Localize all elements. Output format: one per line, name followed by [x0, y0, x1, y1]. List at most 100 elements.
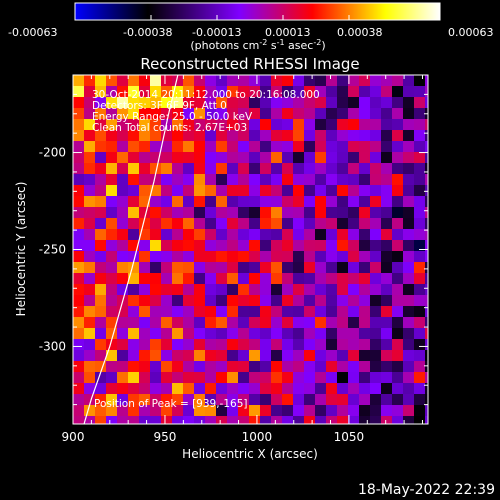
heatmap-cell	[249, 196, 261, 208]
heatmap-cell	[425, 350, 428, 362]
heatmap-cell	[194, 405, 206, 417]
heatmap-cell	[106, 361, 118, 373]
heatmap-cell	[315, 218, 327, 230]
heatmap-cell	[194, 218, 206, 230]
heatmap-cell	[326, 339, 338, 351]
heatmap-cell	[315, 251, 327, 263]
heatmap-cell	[238, 361, 250, 373]
heatmap-cell	[216, 405, 228, 417]
heatmap-cell	[326, 97, 338, 109]
heatmap-cell	[194, 75, 206, 87]
heatmap-cell	[414, 119, 426, 131]
heatmap-cell	[106, 317, 118, 329]
heatmap-cell	[106, 119, 118, 131]
heatmap-cell	[293, 284, 305, 296]
x-tick-label-2: 1000	[242, 430, 273, 444]
heatmap-cell	[95, 229, 107, 241]
heatmap-cell	[337, 185, 349, 197]
heatmap-cell	[205, 284, 217, 296]
heatmap-cell	[172, 317, 184, 329]
heatmap-cell	[117, 306, 129, 318]
heatmap-cell	[150, 328, 162, 340]
heatmap-cell	[425, 97, 428, 109]
heatmap-cell	[326, 152, 338, 164]
heatmap-cell	[315, 141, 327, 153]
heatmap-cell	[304, 174, 316, 186]
heatmap-cell	[194, 317, 206, 329]
heatmap-cell	[315, 361, 327, 373]
heatmap-cell	[150, 273, 162, 285]
heatmap-cell	[95, 108, 107, 120]
heatmap-cell	[359, 240, 371, 252]
heatmap-cell	[260, 163, 272, 175]
heatmap-cell	[315, 97, 327, 109]
heatmap-cell	[128, 295, 140, 307]
heatmap-cell	[216, 394, 228, 406]
heatmap-cell	[128, 130, 140, 142]
heatmap-cell	[403, 229, 415, 241]
heatmap-cell	[359, 350, 371, 362]
heatmap-cell	[194, 229, 206, 241]
heatmap-cell	[249, 394, 261, 406]
heatmap-cell	[304, 339, 316, 351]
heatmap-cell	[381, 108, 393, 120]
heatmap-cell	[249, 141, 261, 153]
heatmap-cell	[139, 130, 151, 142]
heatmap-cell	[205, 229, 217, 241]
heatmap-cell	[359, 141, 371, 153]
heatmap-cell	[183, 174, 195, 186]
heatmap-cell	[161, 251, 173, 263]
heatmap-cell	[139, 405, 151, 417]
chart-title: Reconstructed RHESSI Image	[140, 55, 359, 73]
heatmap-cell	[381, 185, 393, 197]
heatmap-cell	[117, 317, 129, 329]
heatmap-cell	[172, 295, 184, 307]
heatmap-cell	[260, 394, 272, 406]
heatmap-cell	[139, 251, 151, 263]
heatmap-cell	[392, 196, 404, 208]
heatmap-cell	[117, 229, 129, 241]
heatmap-cell	[282, 361, 294, 373]
colorbar-tick-label: 0.00013	[265, 26, 311, 39]
heatmap-cell	[106, 207, 118, 219]
heatmap-cell	[370, 262, 382, 274]
heatmap-cell	[304, 350, 316, 362]
heatmap-cell	[282, 372, 294, 384]
y-axis-label: Heliocentric Y (arcsec)	[14, 182, 28, 317]
heatmap-cell	[106, 405, 118, 417]
heatmap-cell	[150, 394, 162, 406]
heatmap-cell	[238, 207, 250, 219]
heatmap-cell	[194, 86, 206, 98]
heatmap-cell	[139, 262, 151, 274]
heatmap-cell	[161, 130, 173, 142]
heatmap-cell	[139, 416, 151, 424]
annotation-time-range: 30-Oct-2014 20:11:12.000 to 20:16:08.000	[92, 89, 320, 101]
heatmap-cell	[227, 383, 239, 395]
heatmap-cell	[128, 405, 140, 417]
heatmap-cell	[139, 339, 151, 351]
heatmap-cell	[238, 119, 250, 131]
heatmap-cell	[205, 339, 217, 351]
heatmap-cell	[183, 163, 195, 175]
heatmap-cell	[84, 394, 96, 406]
heatmap-cell	[359, 416, 371, 424]
heatmap-cell	[95, 350, 107, 362]
heatmap-cell	[392, 174, 404, 186]
heatmap-cell	[260, 229, 272, 241]
heatmap-cell	[95, 306, 107, 318]
heatmap-cell	[282, 108, 294, 120]
heatmap-cell	[205, 350, 217, 362]
heatmap-cell	[106, 394, 118, 406]
heatmap-cell	[326, 372, 338, 384]
heatmap-cell	[128, 108, 140, 120]
heatmap-cell	[282, 174, 294, 186]
heatmap-cell	[260, 306, 272, 318]
heatmap-cell	[282, 163, 294, 175]
heatmap-cell	[161, 97, 173, 109]
heatmap-cell	[271, 284, 283, 296]
heatmap-cell	[128, 372, 140, 384]
heatmap-cell	[249, 75, 261, 87]
heatmap-cell	[260, 295, 272, 307]
heatmap-cell	[370, 240, 382, 252]
heatmap-cell	[139, 86, 151, 98]
